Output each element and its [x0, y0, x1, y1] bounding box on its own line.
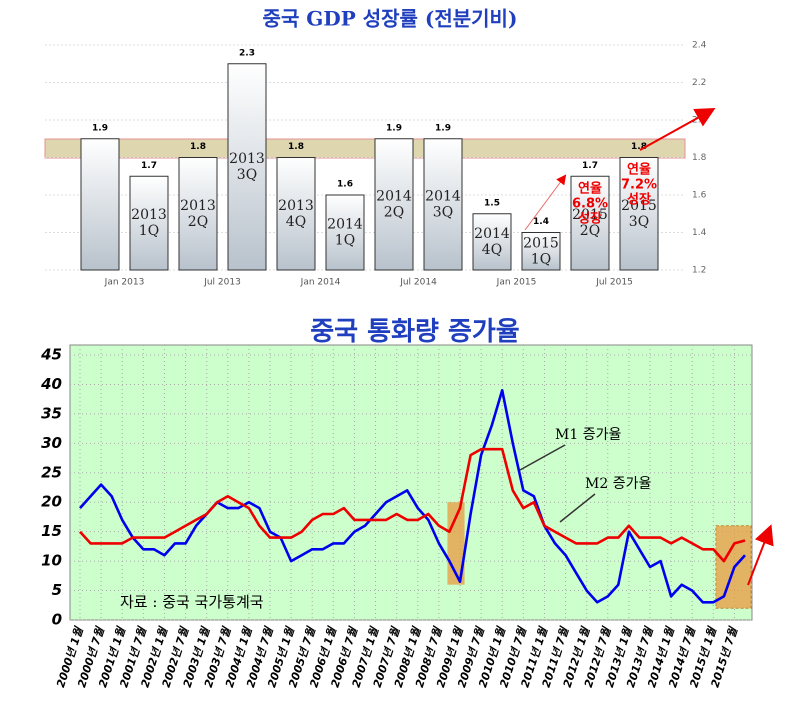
y-tick-label: 1.8 [692, 153, 707, 163]
bar [80, 138, 120, 271]
bar [472, 213, 512, 271]
y-tick-label: 25 [41, 463, 62, 481]
y-tick-label: 15 [41, 522, 62, 540]
data-label: 1.7 [141, 161, 157, 171]
chart-title: 중국 GDP 성장률 (전분기비) [263, 7, 518, 31]
bar [619, 157, 659, 271]
line-series [79, 447, 746, 563]
chart-title: 중국 통화량 증가율 [310, 317, 519, 347]
x-tick-label: Jan 2013 [104, 278, 145, 288]
plot-area [69, 344, 753, 621]
bar-label: 2013 1Q [131, 207, 167, 239]
y-tick-label: 1.2 [692, 266, 706, 276]
data-label: 2.3 [239, 48, 255, 58]
bar-label: 2015 3Q [621, 198, 657, 230]
bar-label: 2014 2Q [376, 188, 412, 220]
data-label: 1.4 [533, 217, 549, 227]
y-tick-label: 35 [41, 404, 62, 422]
arrow [747, 524, 774, 586]
bar [178, 157, 218, 271]
source-note: 자료 : 중국 국가통계국 [120, 593, 264, 611]
y-tick-label: 0 [52, 611, 62, 629]
x-tick-label: Jul 2013 [203, 278, 241, 288]
bar-label: 2013 3Q [229, 151, 265, 183]
data-label: 1.8 [288, 142, 304, 152]
legend-label: M1 증가율 [555, 427, 621, 443]
data-label: 1.6 [337, 180, 353, 190]
bar [276, 157, 316, 271]
y-tick-label: 40 [40, 375, 62, 393]
y-tick-label: 1.6 [692, 191, 707, 201]
arrow [639, 108, 716, 151]
x-tick-label: Jul 2014 [399, 278, 437, 288]
data-label: 1.9 [386, 123, 402, 133]
bar-label: 2015 1Q [523, 235, 559, 267]
line-series [79, 389, 746, 604]
bar [423, 138, 463, 271]
data-label: 1.7 [582, 161, 598, 171]
y-tick-label: 45 [40, 346, 62, 364]
y-tick-label: 1.4 [692, 228, 707, 238]
y-tick-label: 2.4 [692, 41, 707, 51]
annotation: 연율 7.2% 성장 [621, 161, 657, 207]
legend-arrow [519, 444, 566, 471]
data-label: 1.8 [631, 142, 647, 152]
y-tick-label: 5 [52, 581, 62, 599]
highlight-band [44, 138, 686, 159]
bar-label: 2013 4Q [278, 198, 314, 230]
y-tick-label: 2.2 [692, 78, 706, 88]
bar [521, 232, 561, 271]
data-label: 1.8 [190, 142, 206, 152]
x-tick-label: Jan 2014 [300, 278, 341, 288]
data-label: 1.5 [484, 198, 500, 208]
bar-label: 2015 2Q [572, 207, 608, 239]
bar [129, 175, 169, 271]
x-tick-label: Jul 2015 [595, 278, 633, 288]
y-tick-label: 30 [41, 434, 62, 452]
data-label: 1.9 [92, 123, 108, 133]
x-tick-label: Jan 2015 [496, 278, 537, 288]
bar [325, 194, 365, 271]
bar-label: 2014 4Q [474, 226, 510, 258]
bar [374, 138, 414, 271]
bar [227, 63, 267, 271]
legend-label: M2 증가율 [585, 476, 651, 492]
data-label: 1.9 [435, 123, 451, 133]
bar-label: 2014 1Q [327, 217, 363, 249]
annotation: 연율 6.8% 성장 [572, 180, 608, 226]
bar-label: 2013 2Q [180, 198, 216, 230]
arrow [524, 174, 567, 231]
bar [570, 175, 610, 271]
bar-label: 2014 3Q [425, 188, 461, 220]
legend-arrow [559, 493, 596, 523]
y-tick-label: 10 [41, 552, 62, 570]
y-tick-label: 20 [41, 493, 62, 511]
